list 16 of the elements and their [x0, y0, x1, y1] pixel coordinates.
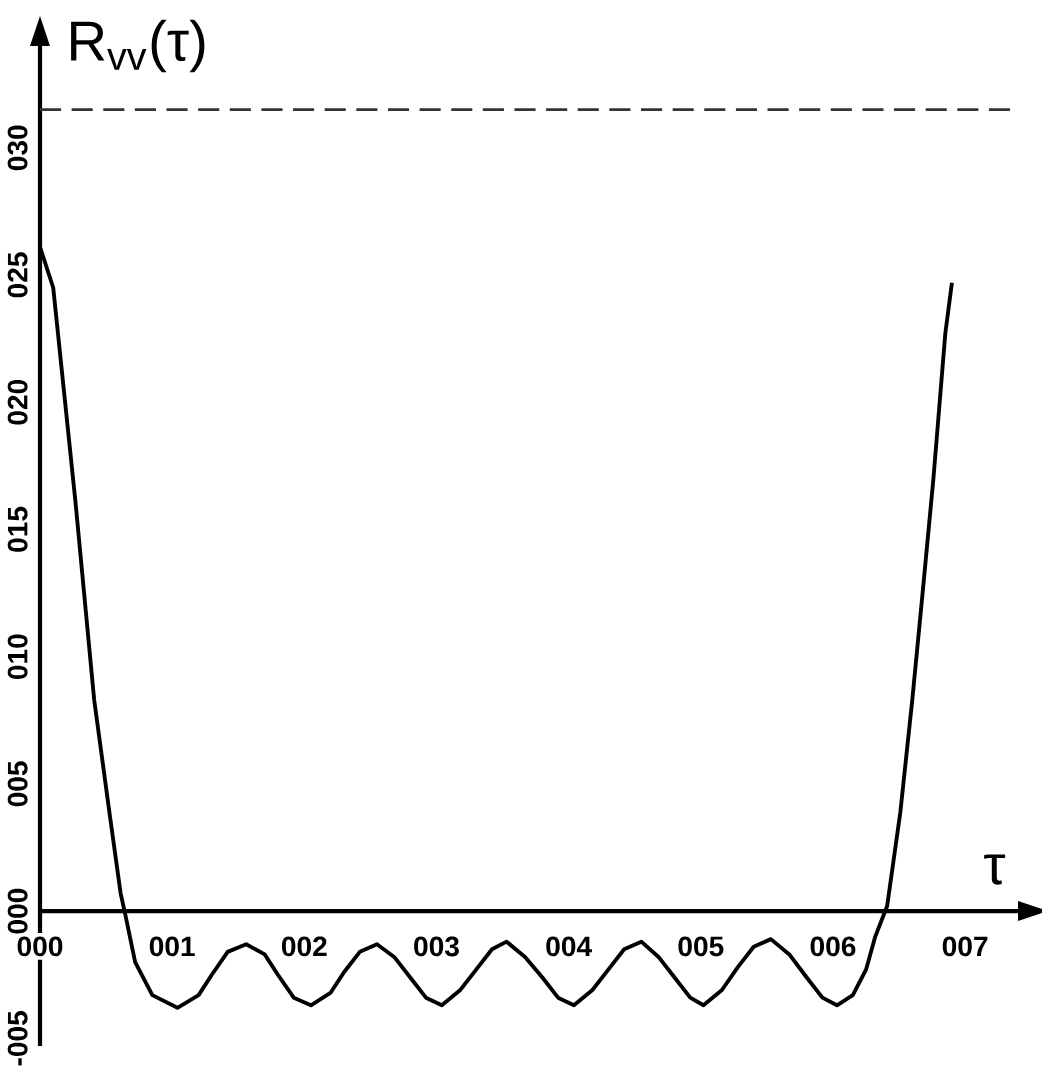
x-tick-label: 007	[942, 936, 988, 957]
x-tick-label: 003	[414, 936, 459, 957]
y-tick-label: 025	[7, 252, 28, 298]
y-tick-label: 010	[7, 634, 28, 680]
y-axis-title: R$_{vv}$(τ)	[71, 19, 205, 73]
x-tick-label: 004	[546, 936, 592, 957]
y-tick-label: 005	[7, 761, 28, 807]
y-tick-label: 015	[7, 506, 28, 552]
x-tick-label: 005	[678, 936, 724, 957]
x-tick-label: 002	[281, 936, 327, 957]
y-tick-label: 020	[7, 379, 28, 425]
y-tick-label: -005	[7, 1011, 28, 1066]
x-tick-label: 001	[149, 936, 195, 957]
x-tick-label: 006	[810, 936, 856, 957]
x-axis-title: τ	[984, 854, 1006, 885]
y-tick-label: 030	[7, 125, 28, 171]
